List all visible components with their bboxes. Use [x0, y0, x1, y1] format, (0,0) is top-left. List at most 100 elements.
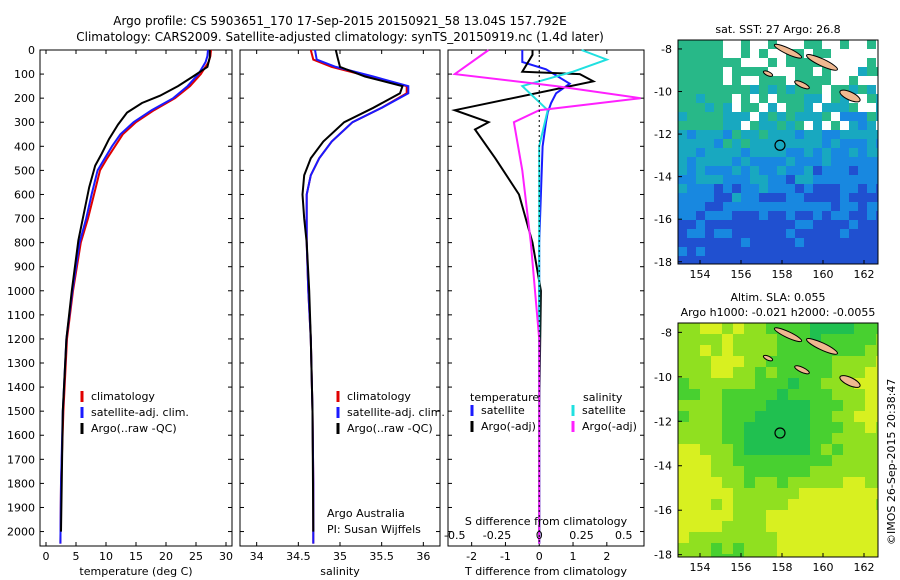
map-cell [696, 40, 705, 49]
map-cell [832, 400, 843, 411]
map-cell [732, 67, 741, 76]
map-cell [876, 554, 878, 557]
map-cell [723, 238, 732, 247]
map-lat-label: -8 [661, 326, 672, 339]
map-cell [678, 193, 687, 202]
map-cell [858, 220, 867, 229]
map-cell [755, 345, 766, 356]
map-cell [723, 40, 732, 49]
map-cell [777, 422, 788, 433]
map-cell [722, 334, 733, 345]
map-cell [755, 532, 766, 543]
map-cell [696, 67, 705, 76]
map-cell [795, 85, 804, 94]
map-cell [804, 238, 813, 247]
map-cell [849, 40, 858, 49]
map-cell [700, 444, 711, 455]
map-cell [867, 112, 876, 121]
map-cell [744, 400, 755, 411]
map-cell [831, 130, 840, 139]
map-cell [822, 148, 831, 157]
map-cell [755, 422, 766, 433]
map-cell [687, 94, 696, 103]
map-cell [777, 49, 786, 58]
map-cell [867, 103, 876, 112]
map-lat-label: -14 [654, 460, 672, 473]
map-cell [867, 193, 876, 202]
map-cell [705, 148, 714, 157]
map-cell [867, 157, 876, 166]
map-cell [876, 455, 878, 466]
x-axis-label: salinity [320, 565, 360, 578]
map-cell [741, 130, 750, 139]
map-cell [804, 67, 813, 76]
map-cell [755, 411, 766, 422]
map-cell [768, 256, 777, 264]
map-cell [714, 229, 723, 238]
map-cell [867, 202, 876, 211]
map-cell [744, 345, 755, 356]
map-cell [832, 499, 843, 510]
map-cell [732, 148, 741, 157]
map-cell [788, 411, 799, 422]
map-cell [687, 229, 696, 238]
map-lon-label: 154 [690, 268, 711, 281]
y-tick-label: 600 [14, 188, 35, 201]
map-cell [711, 356, 722, 367]
map-cell [711, 400, 722, 411]
map-cell [722, 521, 733, 532]
map-cell [865, 477, 876, 488]
map-cell [733, 356, 744, 367]
map-cell [795, 220, 804, 229]
map-cell [722, 323, 733, 334]
map-cell [876, 334, 878, 345]
map-cell [854, 444, 865, 455]
map-cell [854, 356, 865, 367]
map-cell [876, 400, 878, 411]
map-cell [741, 256, 750, 264]
map-cell [723, 175, 732, 184]
map-cell [768, 184, 777, 193]
plot-frame-difference-profile [447, 49, 645, 547]
map-cell [822, 256, 831, 264]
map-cell [741, 103, 750, 112]
map-cell [822, 112, 831, 121]
map-cell [687, 148, 696, 157]
x-tick-label: 1 [570, 550, 577, 563]
map-cell [804, 256, 813, 264]
plot-frame-temperature-profile [39, 49, 233, 547]
map-cell [723, 220, 732, 229]
map-cell [777, 202, 786, 211]
map-cell [786, 256, 795, 264]
map-cell [766, 411, 777, 422]
map-cell [744, 356, 755, 367]
map-cell [741, 166, 750, 175]
map-cell [822, 103, 831, 112]
map-cell [843, 477, 854, 488]
map-cell [678, 345, 689, 356]
map-cell [723, 184, 732, 193]
map-cell [678, 94, 687, 103]
map-cell [777, 433, 788, 444]
map-cell [744, 455, 755, 466]
map-cell [865, 499, 876, 510]
map-cell [821, 554, 832, 557]
map-cell [876, 148, 878, 157]
map-cell [810, 323, 821, 334]
map-cell [865, 323, 876, 334]
map-cell [786, 130, 795, 139]
map-cell [678, 121, 687, 130]
map-cell [777, 184, 786, 193]
map-cell [687, 256, 696, 264]
map-cell [786, 247, 795, 256]
x-axis-label: temperature (deg C) [79, 565, 192, 578]
map-cell [766, 499, 777, 510]
map-cell [795, 202, 804, 211]
map-cell [854, 466, 865, 477]
map-cell [876, 510, 878, 521]
map-cell [733, 345, 744, 356]
map-cell [804, 130, 813, 139]
map-cell [733, 389, 744, 400]
map-cell [843, 488, 854, 499]
map-cell [714, 148, 723, 157]
